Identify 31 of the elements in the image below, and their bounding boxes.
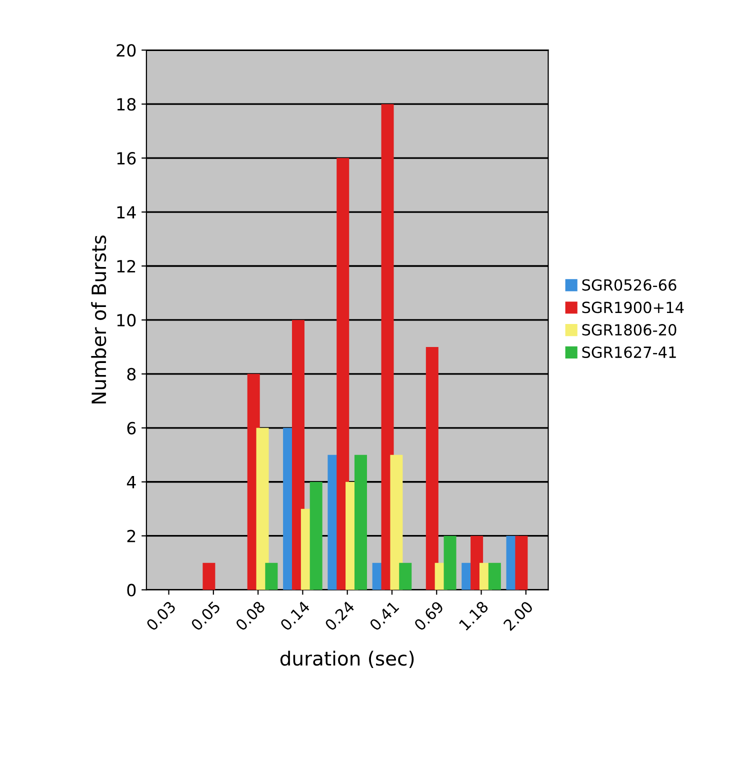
y-tick-label: 20	[116, 44, 136, 57]
bar	[426, 346, 438, 590]
bar	[310, 482, 322, 590]
y-tick-label: 8	[127, 368, 136, 381]
y-tick-label: 4	[126, 476, 136, 488]
legend-label: SGR1806-20	[582, 324, 676, 336]
legend-label: SGR0526-66	[582, 279, 676, 291]
y-tick-label: 14	[117, 206, 136, 218]
y-tick-label: 2	[127, 530, 136, 542]
bar	[444, 536, 456, 590]
y-tick-label: 6	[127, 422, 136, 434]
y-tick-label: 12	[117, 260, 136, 272]
legend-label: SGR1900+14	[582, 302, 684, 314]
y-tick-label: 18	[117, 98, 136, 111]
bar	[515, 536, 528, 590]
bar	[292, 320, 304, 590]
y-axis-title: Number of Bursts	[91, 236, 106, 404]
bar	[381, 104, 394, 590]
bar	[354, 454, 367, 590]
bar	[265, 562, 278, 590]
bar	[202, 562, 216, 590]
y-tick-label: 10	[117, 314, 136, 327]
bar	[390, 454, 403, 590]
bar	[256, 428, 269, 590]
bar	[336, 158, 350, 590]
bar	[488, 562, 501, 590]
y-tick-label: 0	[127, 584, 136, 596]
legend-label: SGR1627-41	[582, 346, 676, 358]
bar	[399, 562, 412, 590]
x-axis-title: duration (sec)	[280, 650, 414, 668]
y-tick-label: 16	[117, 152, 136, 165]
